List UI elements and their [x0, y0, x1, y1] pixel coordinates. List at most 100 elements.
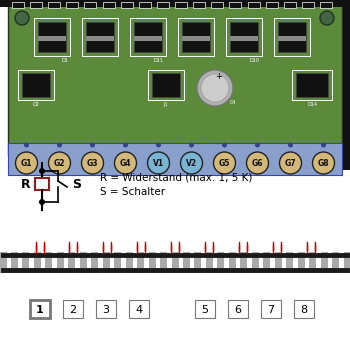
Text: G3: G3 [87, 159, 98, 168]
Bar [35, 178, 49, 190]
Circle shape [39, 168, 45, 174]
Bar [86, 36, 114, 41]
Bar [284, 2, 296, 8]
Bar [195, 252, 202, 273]
Circle shape [39, 199, 45, 205]
Bar [103, 252, 110, 273]
Bar [80, 252, 87, 273]
Bar [252, 252, 259, 273]
Text: G2: G2 [54, 159, 65, 168]
Text: S = Schalter: S = Schalter [100, 187, 165, 197]
Circle shape [15, 11, 29, 25]
Bar [182, 22, 210, 52]
Circle shape [189, 142, 194, 147]
Bar [211, 2, 223, 8]
Bar [309, 252, 316, 273]
Text: 6: 6 [234, 305, 241, 315]
Bar [114, 252, 121, 273]
Bar [82, 18, 118, 56]
Text: +: + [216, 72, 223, 81]
Text: V1: V1 [153, 159, 164, 168]
Bar [22, 252, 29, 273]
Bar [30, 2, 42, 8]
Text: 8: 8 [300, 305, 308, 315]
Bar [91, 252, 98, 273]
Text: C4: C4 [230, 100, 237, 105]
Bar [30, 300, 50, 318]
Bar [298, 252, 304, 273]
Circle shape [246, 152, 268, 174]
Text: 1: 1 [36, 305, 44, 315]
Text: 4: 4 [135, 305, 142, 315]
Bar [148, 70, 184, 100]
Bar [86, 22, 114, 52]
Bar [129, 300, 149, 318]
Bar [195, 300, 215, 318]
Bar [152, 73, 180, 97]
Circle shape [197, 70, 233, 106]
Circle shape [181, 152, 203, 174]
Bar [261, 300, 281, 318]
Bar [121, 2, 133, 8]
Text: 7: 7 [267, 305, 274, 315]
Circle shape [321, 142, 326, 147]
Circle shape [147, 152, 169, 174]
Bar [130, 18, 166, 56]
Bar [263, 252, 270, 273]
Bar [229, 2, 241, 8]
Text: G1: G1 [21, 159, 32, 168]
Text: J1: J1 [164, 102, 168, 107]
Text: 5: 5 [202, 305, 209, 315]
Bar [48, 2, 60, 8]
Bar [68, 252, 75, 273]
Text: G6: G6 [252, 159, 263, 168]
Bar [96, 300, 116, 318]
Bar [217, 252, 224, 273]
Text: V2: V2 [186, 159, 197, 168]
Bar [206, 252, 213, 273]
Bar [63, 300, 83, 318]
Bar [343, 252, 350, 273]
Bar [46, 252, 52, 273]
Bar [230, 22, 258, 52]
Circle shape [222, 142, 227, 147]
Bar [240, 252, 247, 273]
Bar [175, 2, 187, 8]
Circle shape [288, 142, 293, 147]
Bar [12, 2, 24, 8]
Bar [292, 70, 332, 100]
Circle shape [90, 142, 95, 147]
Bar [228, 300, 248, 318]
Bar [320, 2, 332, 8]
Bar [278, 36, 306, 41]
Circle shape [49, 152, 70, 174]
Bar [230, 36, 258, 41]
Bar [332, 252, 339, 273]
Circle shape [156, 142, 161, 147]
Bar [11, 252, 18, 273]
Bar [139, 2, 151, 8]
Bar [103, 2, 114, 8]
Text: G7: G7 [285, 159, 296, 168]
Circle shape [57, 142, 62, 147]
Bar [157, 2, 169, 8]
Bar [178, 18, 214, 56]
Bar [134, 36, 162, 41]
Text: D11: D11 [154, 58, 164, 63]
Circle shape [320, 11, 334, 25]
Text: R = Widerstand (max. 1, 5 K): R = Widerstand (max. 1, 5 K) [100, 173, 252, 183]
Bar [183, 252, 190, 273]
Bar [274, 18, 310, 56]
Circle shape [201, 74, 229, 102]
Bar [160, 252, 167, 273]
Bar [193, 2, 205, 8]
Bar [266, 2, 278, 8]
Bar [226, 18, 262, 56]
Text: D1: D1 [61, 58, 68, 63]
Text: S: S [72, 177, 81, 190]
Bar [148, 252, 155, 273]
Circle shape [313, 152, 335, 174]
Bar [247, 2, 260, 8]
Bar [296, 73, 328, 97]
Text: G4: G4 [120, 159, 131, 168]
